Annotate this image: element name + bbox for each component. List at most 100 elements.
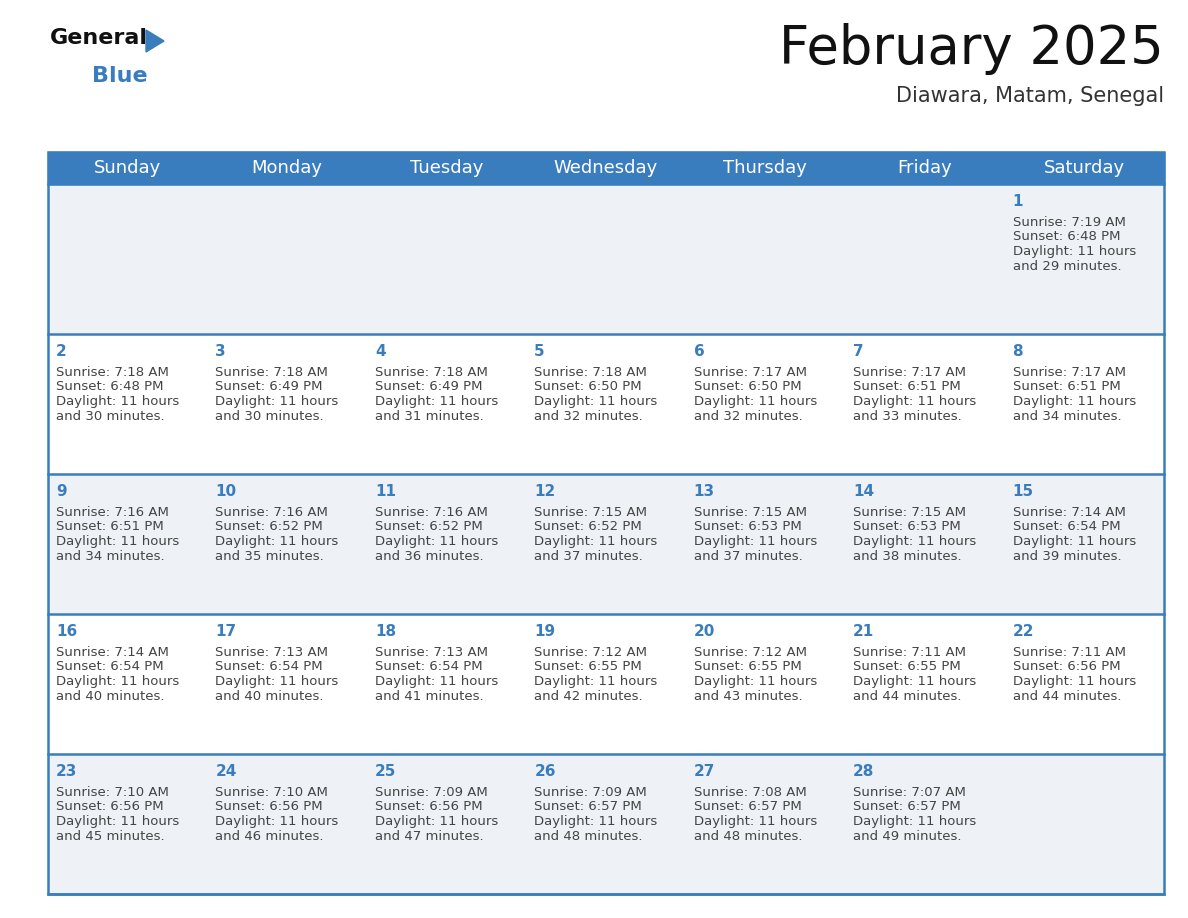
Text: 8: 8	[1012, 344, 1023, 359]
Text: Daylight: 11 hours: Daylight: 11 hours	[56, 535, 179, 548]
Text: and 36 minutes.: and 36 minutes.	[375, 550, 484, 563]
Text: 17: 17	[215, 624, 236, 639]
Text: Daylight: 11 hours: Daylight: 11 hours	[853, 395, 977, 408]
Text: Sunrise: 7:07 AM: Sunrise: 7:07 AM	[853, 786, 966, 799]
Text: 7: 7	[853, 344, 864, 359]
Text: 26: 26	[535, 764, 556, 779]
Text: Daylight: 11 hours: Daylight: 11 hours	[1012, 245, 1136, 258]
Text: Sunset: 6:48 PM: Sunset: 6:48 PM	[1012, 230, 1120, 243]
Text: Sunrise: 7:15 AM: Sunrise: 7:15 AM	[535, 506, 647, 519]
Text: Wednesday: Wednesday	[554, 159, 658, 177]
Text: and 37 minutes.: and 37 minutes.	[694, 550, 802, 563]
Text: Sunset: 6:54 PM: Sunset: 6:54 PM	[215, 660, 323, 674]
Text: Sunset: 6:54 PM: Sunset: 6:54 PM	[1012, 521, 1120, 533]
Text: Sunset: 6:51 PM: Sunset: 6:51 PM	[853, 380, 961, 394]
Text: Diawara, Matam, Senegal: Diawara, Matam, Senegal	[896, 86, 1164, 106]
Text: Sunrise: 7:13 AM: Sunrise: 7:13 AM	[215, 646, 328, 659]
Text: Sunset: 6:57 PM: Sunset: 6:57 PM	[853, 800, 961, 813]
Bar	[48, 152, 1164, 184]
Text: and 46 minutes.: and 46 minutes.	[215, 830, 324, 843]
Text: Sunrise: 7:18 AM: Sunrise: 7:18 AM	[215, 366, 328, 379]
Text: 27: 27	[694, 764, 715, 779]
Text: Daylight: 11 hours: Daylight: 11 hours	[535, 535, 657, 548]
Text: Sunrise: 7:16 AM: Sunrise: 7:16 AM	[215, 506, 328, 519]
Bar	[48, 474, 1164, 614]
Text: Sunrise: 7:15 AM: Sunrise: 7:15 AM	[694, 506, 807, 519]
Text: and 37 minutes.: and 37 minutes.	[535, 550, 643, 563]
Text: and 39 minutes.: and 39 minutes.	[1012, 550, 1121, 563]
Bar	[48, 334, 1164, 474]
Text: 20: 20	[694, 624, 715, 639]
Text: Sunset: 6:51 PM: Sunset: 6:51 PM	[1012, 380, 1120, 394]
Text: Sunset: 6:48 PM: Sunset: 6:48 PM	[56, 380, 164, 394]
Text: Daylight: 11 hours: Daylight: 11 hours	[375, 675, 498, 688]
Text: Sunset: 6:50 PM: Sunset: 6:50 PM	[694, 380, 802, 394]
Text: Sunset: 6:49 PM: Sunset: 6:49 PM	[375, 380, 482, 394]
Text: 23: 23	[56, 764, 77, 779]
Text: 28: 28	[853, 764, 874, 779]
Text: Daylight: 11 hours: Daylight: 11 hours	[215, 535, 339, 548]
Text: Sunrise: 7:09 AM: Sunrise: 7:09 AM	[375, 786, 487, 799]
Text: Sunset: 6:49 PM: Sunset: 6:49 PM	[215, 380, 323, 394]
Text: Daylight: 11 hours: Daylight: 11 hours	[215, 675, 339, 688]
Text: Sunrise: 7:12 AM: Sunrise: 7:12 AM	[535, 646, 647, 659]
Text: Saturday: Saturday	[1044, 159, 1125, 177]
Text: Sunset: 6:52 PM: Sunset: 6:52 PM	[215, 521, 323, 533]
Bar	[48, 184, 1164, 334]
Text: and 41 minutes.: and 41 minutes.	[375, 689, 484, 702]
Text: Sunset: 6:56 PM: Sunset: 6:56 PM	[375, 800, 482, 813]
Text: Daylight: 11 hours: Daylight: 11 hours	[375, 815, 498, 828]
Bar	[48, 754, 1164, 894]
Text: Daylight: 11 hours: Daylight: 11 hours	[694, 675, 817, 688]
Text: 9: 9	[56, 484, 67, 499]
Text: Sunrise: 7:18 AM: Sunrise: 7:18 AM	[375, 366, 488, 379]
Text: Daylight: 11 hours: Daylight: 11 hours	[1012, 535, 1136, 548]
Text: and 32 minutes.: and 32 minutes.	[535, 409, 643, 422]
Text: and 44 minutes.: and 44 minutes.	[853, 689, 961, 702]
Text: and 34 minutes.: and 34 minutes.	[1012, 409, 1121, 422]
Text: Sunset: 6:51 PM: Sunset: 6:51 PM	[56, 521, 164, 533]
Text: Sunset: 6:54 PM: Sunset: 6:54 PM	[56, 660, 164, 674]
Text: Sunset: 6:56 PM: Sunset: 6:56 PM	[1012, 660, 1120, 674]
Text: and 30 minutes.: and 30 minutes.	[215, 409, 324, 422]
Text: Sunrise: 7:17 AM: Sunrise: 7:17 AM	[694, 366, 807, 379]
Text: and 40 minutes.: and 40 minutes.	[215, 689, 324, 702]
Text: Monday: Monday	[252, 159, 323, 177]
Text: Daylight: 11 hours: Daylight: 11 hours	[694, 395, 817, 408]
Text: Sunset: 6:56 PM: Sunset: 6:56 PM	[56, 800, 164, 813]
Text: Daylight: 11 hours: Daylight: 11 hours	[56, 395, 179, 408]
Text: Sunset: 6:55 PM: Sunset: 6:55 PM	[853, 660, 961, 674]
Text: Sunrise: 7:18 AM: Sunrise: 7:18 AM	[535, 366, 647, 379]
Text: Sunrise: 7:13 AM: Sunrise: 7:13 AM	[375, 646, 488, 659]
Text: and 47 minutes.: and 47 minutes.	[375, 830, 484, 843]
Text: Daylight: 11 hours: Daylight: 11 hours	[375, 395, 498, 408]
Text: Daylight: 11 hours: Daylight: 11 hours	[535, 395, 657, 408]
Text: 19: 19	[535, 624, 556, 639]
Text: 11: 11	[375, 484, 396, 499]
Text: and 48 minutes.: and 48 minutes.	[694, 830, 802, 843]
Text: Daylight: 11 hours: Daylight: 11 hours	[853, 815, 977, 828]
Text: 24: 24	[215, 764, 236, 779]
Text: Sunrise: 7:11 AM: Sunrise: 7:11 AM	[853, 646, 966, 659]
Bar	[48, 614, 1164, 754]
Text: 1: 1	[1012, 194, 1023, 209]
Text: 22: 22	[1012, 624, 1034, 639]
Text: and 32 minutes.: and 32 minutes.	[694, 409, 802, 422]
Text: Sunset: 6:54 PM: Sunset: 6:54 PM	[375, 660, 482, 674]
Text: and 48 minutes.: and 48 minutes.	[535, 830, 643, 843]
Text: Sunrise: 7:18 AM: Sunrise: 7:18 AM	[56, 366, 169, 379]
Text: Daylight: 11 hours: Daylight: 11 hours	[1012, 395, 1136, 408]
Text: Sunrise: 7:10 AM: Sunrise: 7:10 AM	[215, 786, 328, 799]
Text: Sunset: 6:57 PM: Sunset: 6:57 PM	[694, 800, 802, 813]
Text: Sunrise: 7:10 AM: Sunrise: 7:10 AM	[56, 786, 169, 799]
Bar	[48, 152, 1164, 894]
Text: Sunset: 6:55 PM: Sunset: 6:55 PM	[535, 660, 642, 674]
Text: and 33 minutes.: and 33 minutes.	[853, 409, 962, 422]
Text: Sunset: 6:56 PM: Sunset: 6:56 PM	[215, 800, 323, 813]
Text: 15: 15	[1012, 484, 1034, 499]
Text: Sunrise: 7:14 AM: Sunrise: 7:14 AM	[1012, 506, 1125, 519]
Text: Sunday: Sunday	[94, 159, 162, 177]
Text: and 38 minutes.: and 38 minutes.	[853, 550, 962, 563]
Text: Friday: Friday	[897, 159, 953, 177]
Text: Sunrise: 7:16 AM: Sunrise: 7:16 AM	[56, 506, 169, 519]
